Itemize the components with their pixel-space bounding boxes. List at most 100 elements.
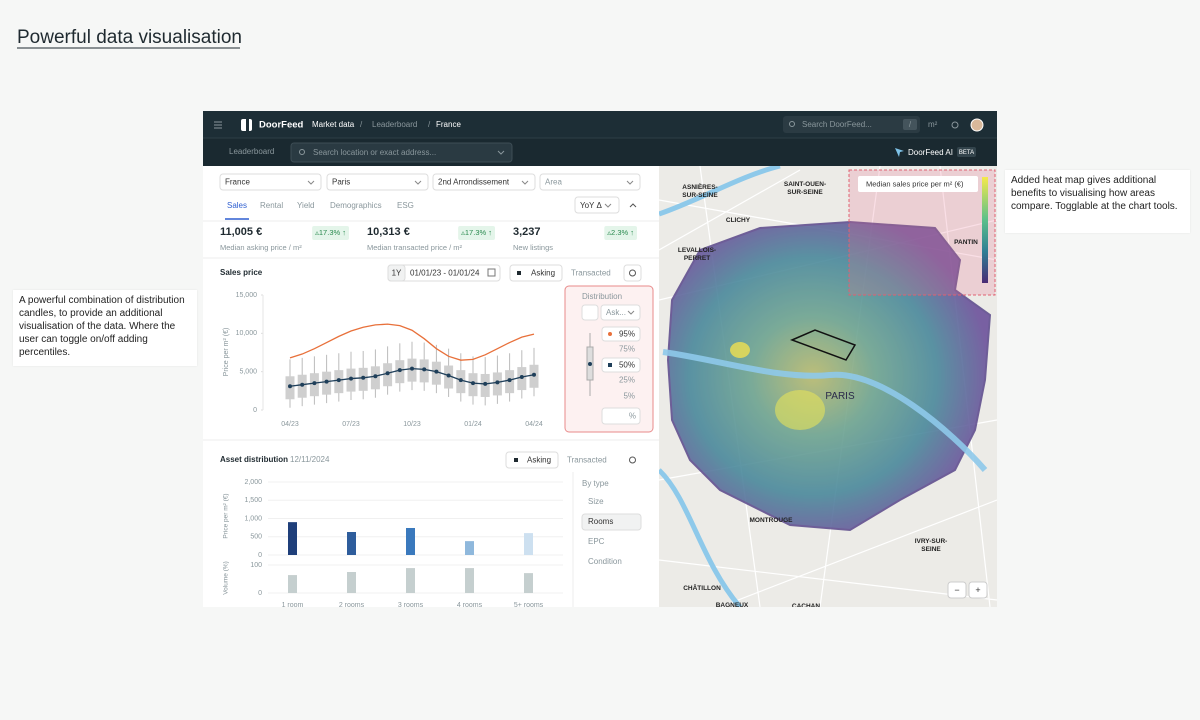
label-line: CLICHY (726, 217, 751, 224)
percentile-label[interactable]: 25% (619, 376, 635, 385)
median-dot (385, 371, 390, 376)
selected-area (789, 329, 857, 361)
y-tick-label: 100 (250, 562, 262, 569)
bar (524, 533, 533, 555)
compare-select[interactable] (574, 196, 620, 214)
tab[interactable]: Demographics (330, 201, 382, 210)
river (659, 166, 781, 607)
kpi-value: 11,005 € (220, 226, 262, 238)
collapse[interactable] (629, 203, 637, 208)
percentiles: 95% 75% 50% 25% 5%% (601, 326, 641, 425)
zoom-in[interactable] (968, 581, 988, 599)
filter-select[interactable] (432, 173, 536, 191)
distribution-select[interactable] (600, 304, 641, 321)
ai-button[interactable]: DoorFeed AI (908, 148, 953, 157)
asking-toggle[interactable] (505, 451, 559, 469)
place-label: MONTROUGE (750, 517, 794, 524)
median-dot (519, 375, 524, 380)
y-tick-label: 0 (258, 590, 262, 597)
median-dot (532, 372, 536, 377)
theme-toggle[interactable] (951, 121, 959, 129)
filter-select[interactable] (539, 173, 641, 191)
x-tick-label: 10/23 (403, 421, 421, 428)
zoom-out[interactable] (947, 581, 967, 599)
location-search[interactable] (290, 142, 513, 163)
percentile-label[interactable]: 95% (619, 330, 635, 339)
search-icon (789, 121, 795, 127)
search-box[interactable] (783, 116, 920, 133)
filter-select[interactable] (219, 173, 322, 191)
brand: DoorFeed (259, 120, 304, 131)
logo-mark (246, 119, 249, 131)
x-tick-label: 01/24 (464, 421, 482, 428)
legend-box (858, 176, 978, 192)
tab[interactable]: Rental (260, 201, 283, 210)
period-button[interactable] (387, 264, 406, 282)
chevron (307, 180, 315, 185)
kpi-badge (458, 226, 495, 240)
percentile-chip[interactable] (601, 357, 641, 373)
chevron (627, 310, 635, 315)
label-line: LEVALLOIS- (678, 247, 716, 254)
y-axis-label: Volume (%) (223, 561, 230, 595)
tools-icon[interactable] (629, 456, 636, 464)
x-tick-label: 07/23 (342, 421, 360, 428)
kpis: 11,005 € ▵17.3% ↑ Median asking price / m²… (220, 226, 637, 252)
tab[interactable]: ESG (397, 201, 414, 210)
place-label: PANTIN (954, 239, 978, 246)
by-type-option[interactable]: Rooms (588, 517, 613, 526)
toggle-label[interactable]: Transacted (571, 269, 611, 278)
percentile-label[interactable]: 5% (623, 392, 635, 401)
by-type-option[interactable]: Size (588, 497, 604, 506)
kpi-label: New listings (513, 243, 553, 252)
sub-tab[interactable]: Leaderboard (229, 147, 274, 156)
percentile-chip[interactable] (601, 326, 641, 342)
by-type-option[interactable]: Condition (588, 557, 622, 566)
legend-median (588, 362, 592, 366)
selected-option[interactable] (581, 513, 642, 531)
kpi-label: Median transacted price / m² (367, 243, 463, 252)
asking-toggle[interactable] (509, 264, 563, 282)
chevron (626, 180, 634, 185)
tab[interactable]: Yield (297, 201, 315, 210)
avatar[interactable] (970, 118, 984, 132)
breadcrumb[interactable]: Leaderboard (372, 120, 417, 129)
distribution-title: Distribution (582, 292, 622, 301)
filter-select[interactable] (326, 173, 429, 191)
x-tick-label: 3 rooms (398, 602, 424, 609)
chart-tools[interactable] (623, 264, 642, 282)
median-dot (324, 379, 329, 384)
median-dot (471, 381, 475, 386)
breadcrumb[interactable]: France (436, 120, 461, 129)
chevron (521, 180, 529, 185)
chart-title: Asset distribution (220, 455, 288, 464)
percentile-label[interactable]: 75% (619, 345, 635, 354)
shortcut-key (903, 119, 917, 130)
median-dot (288, 384, 292, 389)
place-label: LEVALLOIS-PERRET (678, 247, 716, 262)
candle-toggle[interactable] (581, 304, 599, 321)
custom-percentile[interactable] (601, 407, 641, 425)
toggle-swatch (514, 458, 518, 462)
kpi-change: ▵17.3% ↑ (315, 228, 346, 237)
x-tick-label: 1 room (282, 602, 304, 609)
label-line: SUR-SEINE (787, 189, 823, 196)
bar (465, 541, 474, 555)
median-dot (458, 378, 463, 383)
map: Median sales price per m² (€) ASNIÈRES-S… (659, 166, 997, 607)
search-placeholder: Search DoorFeed... (802, 120, 872, 129)
tab[interactable]: Sales (227, 201, 247, 210)
toggle-label[interactable]: Transacted (567, 456, 607, 465)
median-dot (397, 368, 402, 373)
breadcrumb[interactable]: Market data (312, 120, 355, 129)
by-type-option[interactable]: EPC (588, 537, 605, 546)
percentile-label[interactable]: 50% (619, 361, 635, 370)
shortcut-label: / (909, 120, 912, 129)
date-range: 01/01/23 - 01/01/24 (410, 269, 480, 278)
median-dot (349, 376, 353, 381)
breadcrumb-separator: / (428, 120, 431, 129)
menu-icon[interactable] (214, 121, 222, 129)
unit-toggle[interactable]: m² (928, 120, 938, 129)
